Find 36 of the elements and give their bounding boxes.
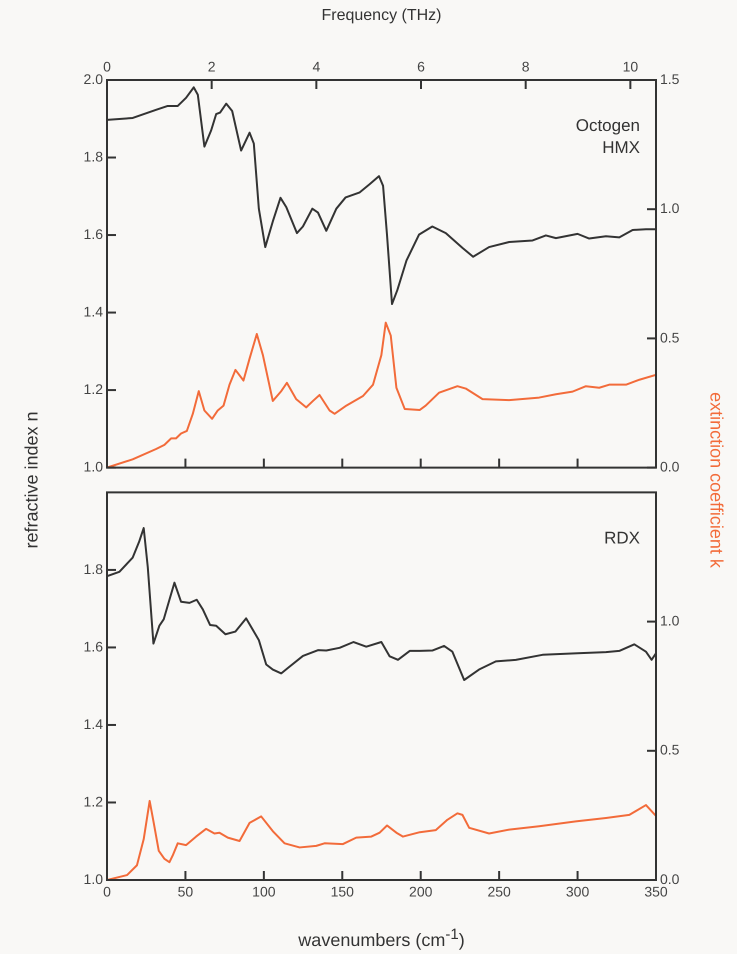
y2-tick-label: 0.0 [660,458,680,474]
x2-tick-label: 2 [208,58,216,74]
x-tick-label: 50 [178,883,194,900]
annotation: Octogen HMX [576,116,640,158]
y2-tick-label: 1.0 [660,200,680,216]
x-tick-label: 200 [409,883,433,900]
x2-tick-label: 0 [103,58,112,74]
x-tick-label: 300 [566,883,590,900]
x2-tick-label: 6 [417,58,426,74]
y2-axis-title: extinction coefficient k [706,392,726,568]
y-tick-label: 1.2 [84,380,104,397]
x2-axis-title: Frequency (THz) [321,7,442,24]
y2-tick-label: 0.5 [660,742,680,758]
y-tick-label: 2.0 [84,70,104,87]
y-tick-label: 1.4 [84,716,104,732]
y2-tick-label: 1.0 [660,612,680,628]
y-tick-label: 1.6 [84,226,104,242]
x-tick-label: 250 [487,883,512,900]
y-tick-label: 1.2 [84,793,104,810]
x2-tick-label: 4 [312,58,320,74]
y-tick-label: 1.0 [84,458,104,474]
x2-tick-label: 8 [522,58,530,74]
x-tick-label: 100 [252,883,276,900]
y-tick-label: 1.8 [84,560,104,577]
y2-tick-label: 0.5 [660,329,680,346]
y-axis-title: refractive index n [22,411,42,549]
x-tick-label: 150 [330,883,354,900]
y-tick-label: 1.8 [84,148,104,164]
annotation: RDX [604,528,640,548]
x-tick-label: 0 [103,883,112,900]
x2-tick-label: 10 [622,58,638,74]
y-tick-label: 1.4 [84,303,104,320]
y2-tick-label: 1.5 [660,70,680,87]
y-tick-label: 1.6 [84,638,104,654]
x-axis-title: wavenumbers (cm$^{-1}$) [298,926,465,951]
y-tick-label: 1.0 [84,870,104,887]
